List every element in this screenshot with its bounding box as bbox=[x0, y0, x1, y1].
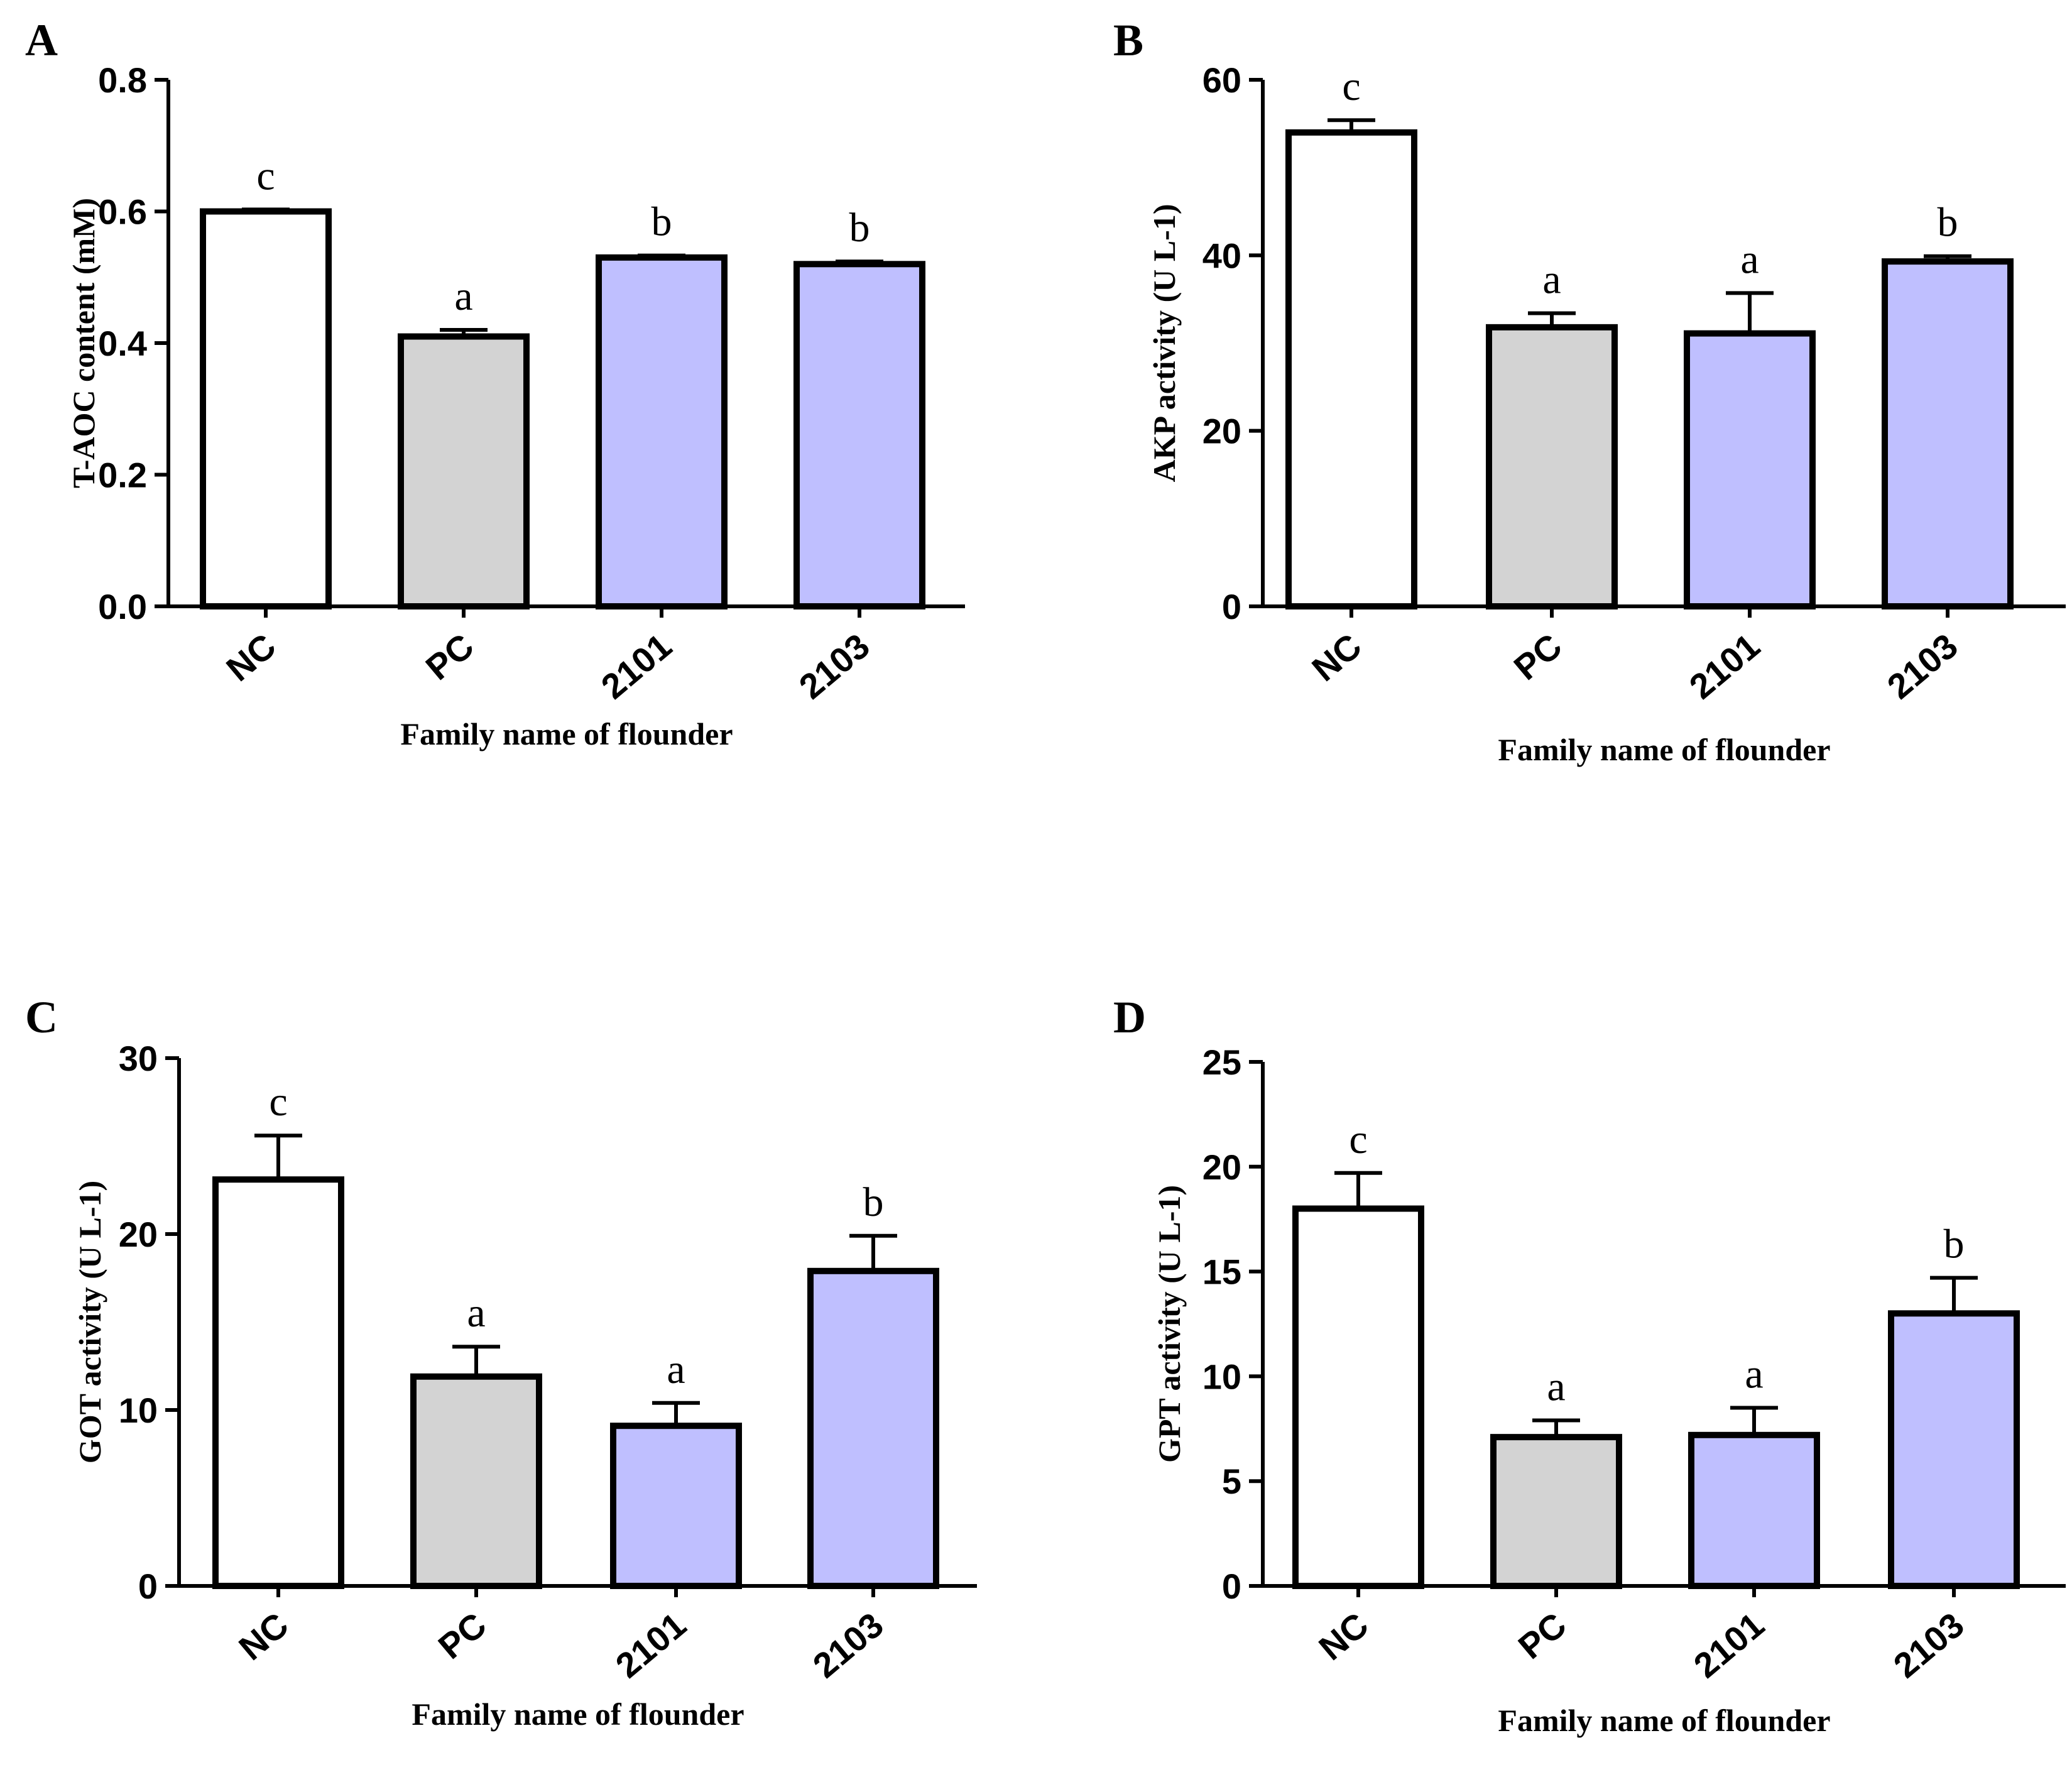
significance-label: b bbox=[1944, 1221, 1965, 1267]
category-label: 2101 bbox=[1686, 1605, 1772, 1685]
y-tick-label: 0.6 bbox=[98, 192, 147, 232]
category-label: NC bbox=[1304, 626, 1368, 689]
bar-nc bbox=[1285, 129, 1417, 610]
panel-letter: C bbox=[25, 992, 58, 1042]
category-label: PC bbox=[1507, 626, 1569, 687]
y-tick-label: 10 bbox=[1202, 1357, 1241, 1396]
panel-c: Cc NC a PC a 2101 b 2103 0 10 20 30 GOT activity (U … bbox=[25, 992, 977, 1732]
significance-label: a bbox=[454, 273, 472, 319]
category-label: 2101 bbox=[1682, 626, 1767, 706]
bar-nc bbox=[1292, 1205, 1424, 1589]
category-label: 2101 bbox=[594, 626, 679, 706]
bar-2101 bbox=[610, 1423, 742, 1589]
x-axis-title: Family name of flounder bbox=[1498, 732, 1830, 767]
x-axis-title: Family name of flounder bbox=[1498, 1703, 1830, 1738]
y-tick-label: 0.2 bbox=[98, 456, 147, 495]
y-tick-label: 5 bbox=[1222, 1462, 1241, 1501]
category-label: PC bbox=[431, 1605, 494, 1666]
significance-label: c bbox=[1349, 1117, 1367, 1162]
category-label: 2103 bbox=[792, 626, 877, 706]
x-axis-title: Family name of flounder bbox=[400, 716, 733, 751]
panel-b: Bc NC a PC a 2101 b 2103 0 20 40 60 AKP activity (U … bbox=[1113, 15, 2066, 767]
category-label: 2103 bbox=[1886, 1605, 1971, 1685]
panel-a: Ac NC a PC b 2101 b 2103 0.0 0.2 0.4 0.6 0.8 T-AOC co… bbox=[25, 15, 965, 751]
y-tick-label: 0 bbox=[1222, 1566, 1241, 1606]
significance-label: b bbox=[1938, 200, 1958, 246]
y-tick-label: 30 bbox=[119, 1039, 158, 1078]
bar-2101 bbox=[596, 254, 728, 609]
category-label: NC bbox=[219, 626, 283, 689]
y-axis-title: GOT activity (U L-1) bbox=[72, 1181, 107, 1463]
y-axis-title: T-AOC content (mM) bbox=[66, 198, 101, 488]
y-tick-label: 0 bbox=[138, 1566, 158, 1606]
significance-label: a bbox=[1740, 236, 1758, 282]
significance-label: a bbox=[667, 1347, 685, 1392]
significance-label: b bbox=[863, 1179, 884, 1225]
significance-label: b bbox=[652, 199, 672, 245]
significance-label: a bbox=[1542, 257, 1561, 303]
significance-label: a bbox=[1547, 1363, 1565, 1409]
y-tick-label: 20 bbox=[1202, 1147, 1241, 1187]
significance-label: c bbox=[269, 1079, 287, 1125]
category-label: 2103 bbox=[1880, 626, 1965, 706]
significance-label: c bbox=[1342, 63, 1360, 109]
y-axis-title: GPT activity (U L-1) bbox=[1152, 1185, 1187, 1463]
y-tick-label: 0.0 bbox=[98, 587, 147, 626]
bar-2103 bbox=[807, 1267, 939, 1590]
y-tick-label: 40 bbox=[1202, 236, 1241, 275]
bar-nc bbox=[200, 208, 332, 609]
bar-2103 bbox=[1888, 1310, 2020, 1590]
bar-2103 bbox=[793, 261, 925, 609]
y-tick-label: 20 bbox=[1202, 412, 1241, 451]
bar-pc bbox=[398, 333, 530, 610]
y-tick-label: 60 bbox=[1202, 60, 1241, 100]
category-label: PC bbox=[418, 626, 481, 687]
bar-pc bbox=[410, 1373, 542, 1590]
bar-2101 bbox=[1684, 330, 1816, 609]
panel-letter: D bbox=[1113, 992, 1146, 1042]
significance-label: b bbox=[849, 205, 870, 251]
category-label: NC bbox=[231, 1605, 295, 1668]
bar-nc bbox=[212, 1176, 344, 1589]
bar-2103 bbox=[1882, 258, 2014, 609]
y-tick-label: 0.8 bbox=[98, 60, 147, 100]
bar-2101 bbox=[1688, 1431, 1820, 1590]
y-tick-label: 15 bbox=[1202, 1252, 1241, 1292]
significance-label: c bbox=[256, 153, 275, 199]
y-tick-label: 0 bbox=[1222, 587, 1241, 626]
y-tick-label: 0.4 bbox=[98, 324, 147, 363]
panel-d: Dc NC a PC a 2101 b 2103 0 5 10 15 20 25 GPT activity … bbox=[1113, 992, 2066, 1738]
y-tick-label: 25 bbox=[1202, 1042, 1241, 1082]
panel-letter: A bbox=[25, 15, 58, 65]
category-label: 2101 bbox=[608, 1605, 694, 1685]
y-tick-label: 20 bbox=[119, 1215, 158, 1254]
panel-letter: B bbox=[1113, 15, 1143, 65]
bar-pc bbox=[1490, 1434, 1622, 1590]
y-tick-label: 10 bbox=[119, 1391, 158, 1430]
bar-pc bbox=[1486, 324, 1618, 609]
significance-label: a bbox=[467, 1290, 485, 1336]
significance-label: a bbox=[1745, 1351, 1763, 1397]
category-label: NC bbox=[1311, 1605, 1375, 1668]
y-axis-title: AKP activity (U L-1) bbox=[1147, 204, 1182, 483]
category-label: PC bbox=[1511, 1605, 1574, 1666]
category-label: 2103 bbox=[805, 1605, 891, 1685]
x-axis-title: Family name of flounder bbox=[412, 1697, 744, 1732]
